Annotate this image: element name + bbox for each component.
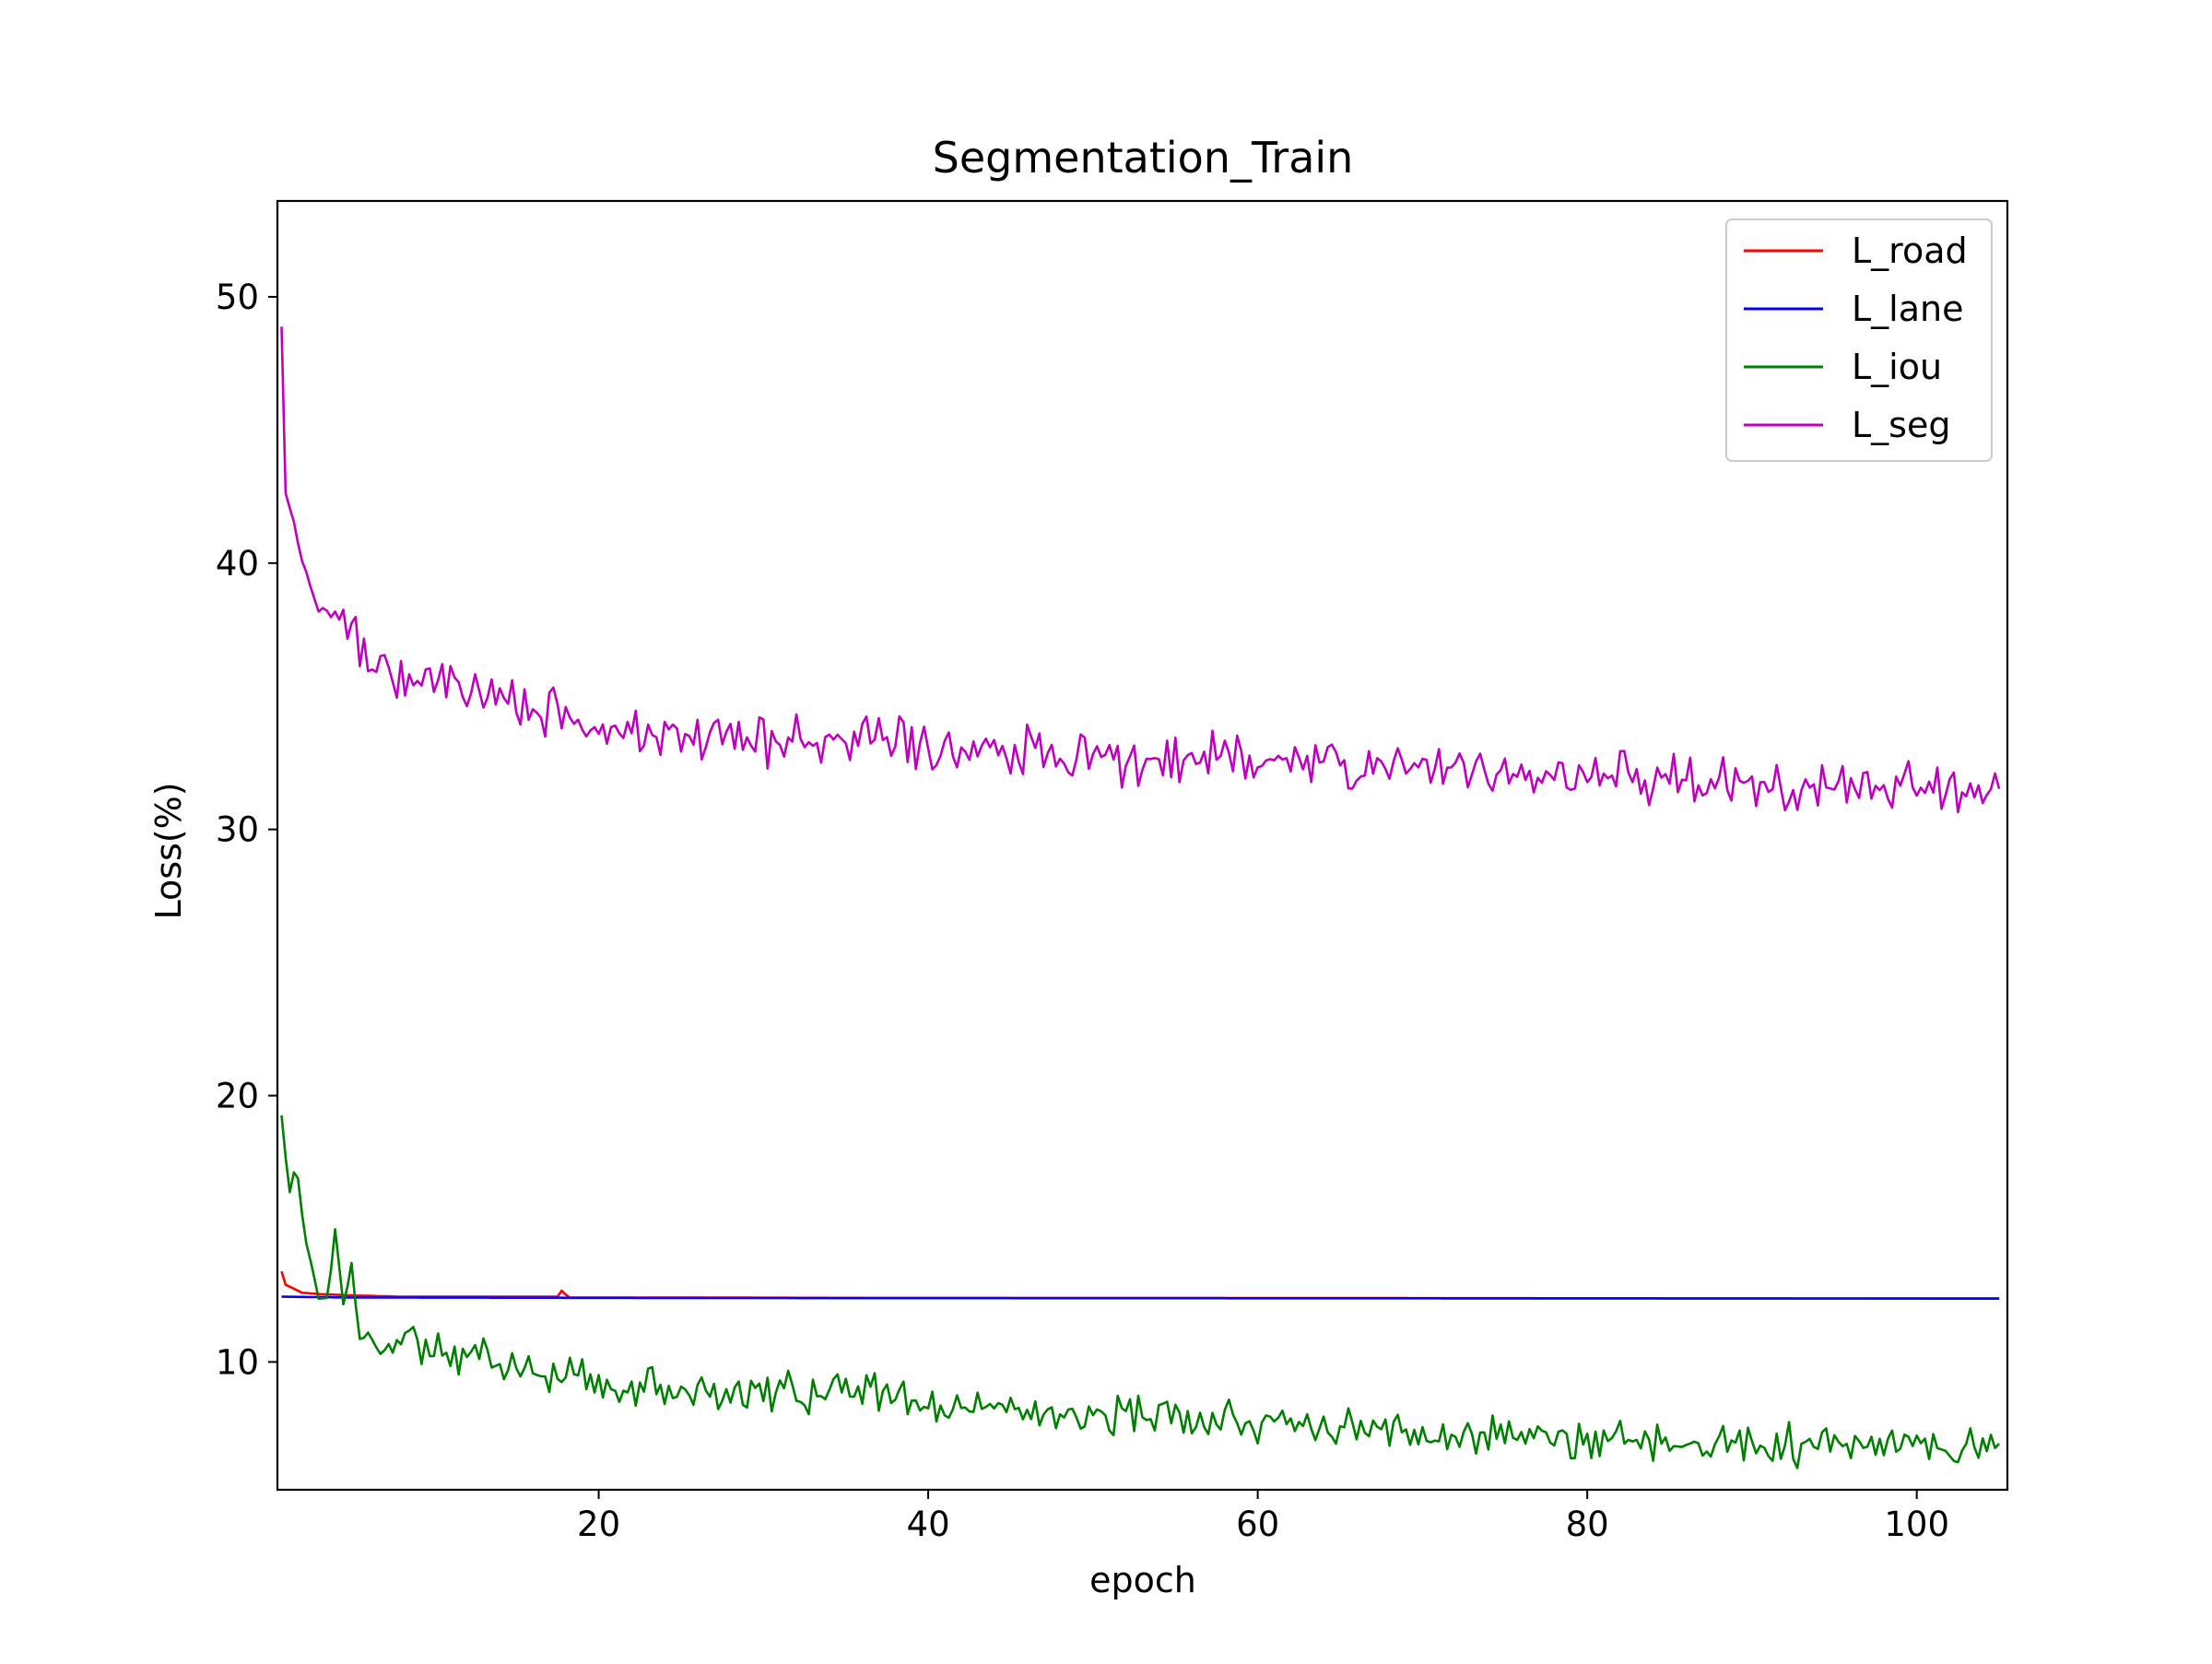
y-axis-label: Loss(%) bbox=[148, 782, 189, 919]
x-tick-label: 20 bbox=[577, 1505, 620, 1544]
x-tick-label: 100 bbox=[1884, 1505, 1949, 1544]
legend-label: L_seg bbox=[1852, 405, 1950, 445]
x-tick-label: 80 bbox=[1566, 1505, 1609, 1544]
plot-frame bbox=[276, 199, 2009, 1492]
chart-title: Segmentation_Train bbox=[933, 133, 1354, 183]
x-tick-label: 40 bbox=[907, 1505, 950, 1544]
plot-area: 20 40 60 80 100 10 20 30 40 50 bbox=[216, 199, 2009, 1544]
legend-label: L_iou bbox=[1852, 347, 1942, 387]
legend-label: L_road bbox=[1852, 230, 1968, 271]
series-line-l-seg bbox=[280, 326, 2001, 814]
legend-box bbox=[1725, 218, 1993, 462]
y-tick-label: 30 bbox=[216, 810, 259, 850]
x-axis-label: epoch bbox=[1089, 1560, 1196, 1600]
legend: L_road L_lane L_iou L_seg bbox=[1725, 218, 1993, 462]
y-tick-label: 10 bbox=[216, 1342, 259, 1382]
series-line-l-iou bbox=[280, 1115, 2001, 1469]
legend-label: L_lane bbox=[1852, 289, 1963, 329]
series-line-l-lane bbox=[281, 1295, 2000, 1300]
y-tick-label: 50 bbox=[216, 277, 259, 317]
y-tick-label: 20 bbox=[216, 1077, 259, 1116]
y-tick-label: 40 bbox=[216, 544, 259, 584]
x-tick-label: 60 bbox=[1236, 1505, 1279, 1544]
